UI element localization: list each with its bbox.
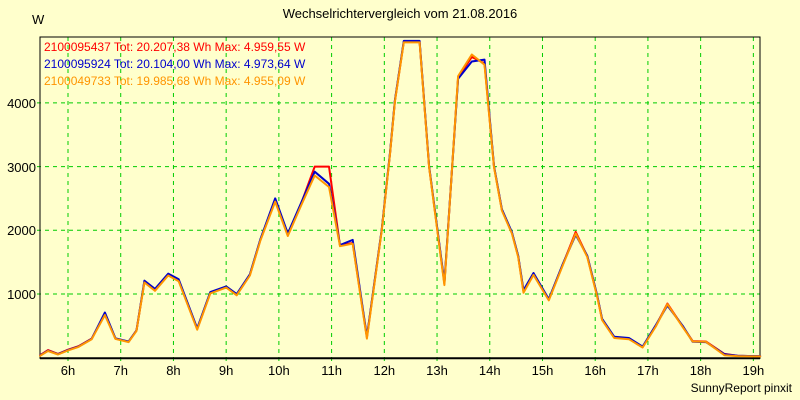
x-tick-label: 8h <box>166 363 181 378</box>
x-tick-label: 15h <box>531 363 554 378</box>
x-tick-label: 16h <box>584 363 607 378</box>
x-tick-label: 12h <box>373 363 396 378</box>
y-tick-label: 3000 <box>7 159 36 175</box>
legend-text-orange: 2100049733 Tot: 19.985,68 Wh Max: 4.955,… <box>44 74 306 88</box>
x-tick-label: 6h <box>60 363 76 378</box>
legend-row: 2100049733 Tot: 19.985,68 Wh Max: 4.955,… <box>44 73 305 90</box>
legend: 2100095437 Tot: 20.207,38 Wh Max: 4.959,… <box>44 39 305 90</box>
y-tick-label: 2000 <box>7 223 36 239</box>
x-tick-label: 7h <box>113 363 128 378</box>
x-tick-label: 17h <box>637 363 659 378</box>
y-axis-unit-label: W <box>32 12 45 27</box>
legend-text-blue: 2100095924 Tot: 20.104,00 Wh Max: 4.973,… <box>44 57 306 71</box>
x-tick-label: 10h <box>268 363 290 378</box>
x-tick-label: 18h <box>689 363 712 378</box>
series-line-2100049733 <box>39 41 762 358</box>
x-tick-label: 19h <box>742 363 765 378</box>
x-tick-label: 14h <box>478 363 501 378</box>
legend-row: 2100095437 Tot: 20.207,38 Wh Max: 4.959,… <box>44 39 305 56</box>
legend-text-red: 2100095437 Tot: 20.207,38 Wh Max: 4.959,… <box>44 40 306 54</box>
x-tick-label: 11h <box>321 363 342 378</box>
x-tick-label: 9h <box>218 363 234 378</box>
y-tick-label: 4000 <box>7 95 36 111</box>
x-tick-label: 13h <box>426 363 448 378</box>
chart-title: Wechselrichtervergleich vom 21.08.2016 <box>282 6 518 21</box>
legend-row: 2100095924 Tot: 20.104,00 Wh Max: 4.973,… <box>44 56 305 73</box>
footer-credit: SunnyReport pinxit <box>690 381 792 395</box>
y-tick-label: 1000 <box>7 287 36 302</box>
